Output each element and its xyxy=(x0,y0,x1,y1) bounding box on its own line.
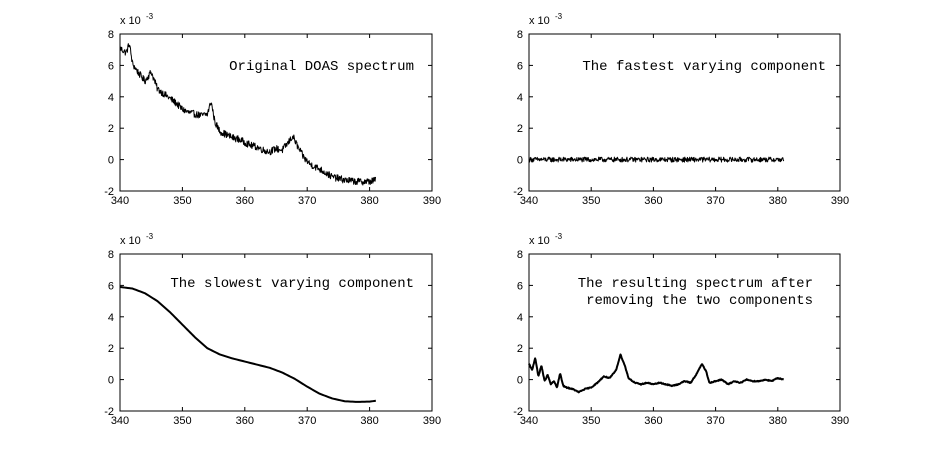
subplot-4: 340 350 360 370 380 390 -2 0 2 4 6 8 x 10 -3 The resul… xyxy=(513,232,849,427)
y-tick-label: 6 xyxy=(108,280,114,292)
x-tick-label: 360 xyxy=(236,195,254,207)
y-tick-label: 0 xyxy=(108,375,114,387)
x-tick-label: 390 xyxy=(423,415,441,427)
x-tick-label: 340 xyxy=(520,415,538,427)
x-tick-label: 380 xyxy=(769,415,787,427)
y-tick-label: 6 xyxy=(517,60,523,72)
subplot-2: 340 350 360 370 380 390 -2 0 2 4 6 8 x 10 -3 The faste… xyxy=(513,12,849,207)
scale-label: x 10 xyxy=(529,15,550,27)
subplot-1: 340 350 360 370 380 390 -2 0 2 4 6 8 x 10 -3 Original … xyxy=(104,12,441,207)
scale-label: x 10 xyxy=(120,235,141,247)
x-tick-label: 350 xyxy=(582,415,600,427)
x-tick-label: 390 xyxy=(423,195,441,207)
axes-box xyxy=(119,253,433,412)
series-line xyxy=(528,156,785,163)
subplot-3: 340 350 360 370 380 390 -2 0 2 4 6 8 x 10 -3 The slowe… xyxy=(104,232,441,427)
y-tick-label: 0 xyxy=(517,155,523,167)
x-tick-label: 380 xyxy=(769,195,787,207)
x-tick-label: 340 xyxy=(520,195,538,207)
annotation-text: The fastest varying component xyxy=(582,59,826,75)
x-tick-label: 360 xyxy=(644,415,662,427)
x-tick-label: 390 xyxy=(831,195,849,207)
y-tick-label: 0 xyxy=(108,155,114,167)
annotation-text: The resulting spectrum after xyxy=(578,276,813,292)
y-tick-label: 0 xyxy=(517,375,523,387)
x-tick-label: 390 xyxy=(831,415,849,427)
series-line xyxy=(119,285,376,403)
x-tick-label: 350 xyxy=(582,195,600,207)
series-line xyxy=(119,43,377,186)
series-line xyxy=(528,353,785,394)
annotation-text: The slowest varying component xyxy=(170,276,414,292)
annotation-text: removing the two components xyxy=(586,293,813,309)
y-tick-label: -2 xyxy=(104,406,114,418)
y-tick-label: 6 xyxy=(517,280,523,292)
y-tick-label: 4 xyxy=(108,92,114,104)
y-tick-label: -2 xyxy=(513,186,523,198)
y-tick-label: -2 xyxy=(513,406,523,418)
x-tick-label: 350 xyxy=(173,195,191,207)
axes-box xyxy=(119,33,433,192)
scale-exponent: -3 xyxy=(146,232,154,241)
y-tick-label: 8 xyxy=(517,29,523,41)
x-tick-label: 380 xyxy=(360,415,378,427)
x-tick-label: 380 xyxy=(360,195,378,207)
scale-exponent: -3 xyxy=(555,12,563,21)
x-tick-label: 350 xyxy=(173,415,191,427)
scale-exponent: -3 xyxy=(555,232,563,241)
x-tick-label: 360 xyxy=(236,415,254,427)
x-tick-label: 370 xyxy=(298,195,316,207)
x-tick-label: 340 xyxy=(111,415,129,427)
y-tick-label: 8 xyxy=(517,249,523,261)
scale-label: x 10 xyxy=(529,235,550,247)
x-tick-label: 370 xyxy=(298,415,316,427)
y-tick-label: 4 xyxy=(517,312,523,324)
x-tick-label: 370 xyxy=(706,415,724,427)
y-tick-label: 8 xyxy=(108,29,114,41)
y-tick-label: 2 xyxy=(517,123,523,135)
y-tick-label: 4 xyxy=(108,312,114,324)
y-tick-label: 6 xyxy=(108,60,114,72)
y-tick-label: 2 xyxy=(108,343,114,355)
y-tick-label: 2 xyxy=(517,343,523,355)
y-tick-label: 8 xyxy=(108,249,114,261)
scale-exponent: -3 xyxy=(146,12,154,21)
y-tick-label: 4 xyxy=(517,92,523,104)
x-tick-label: 360 xyxy=(644,195,662,207)
axes-box xyxy=(528,33,841,192)
axes-box xyxy=(528,253,841,412)
x-tick-label: 370 xyxy=(706,195,724,207)
y-tick-label: 2 xyxy=(108,123,114,135)
scale-label: x 10 xyxy=(120,15,141,27)
annotation-text: Original DOAS spectrum xyxy=(229,59,414,75)
y-tick-label: -2 xyxy=(104,186,114,198)
x-tick-label: 340 xyxy=(111,195,129,207)
